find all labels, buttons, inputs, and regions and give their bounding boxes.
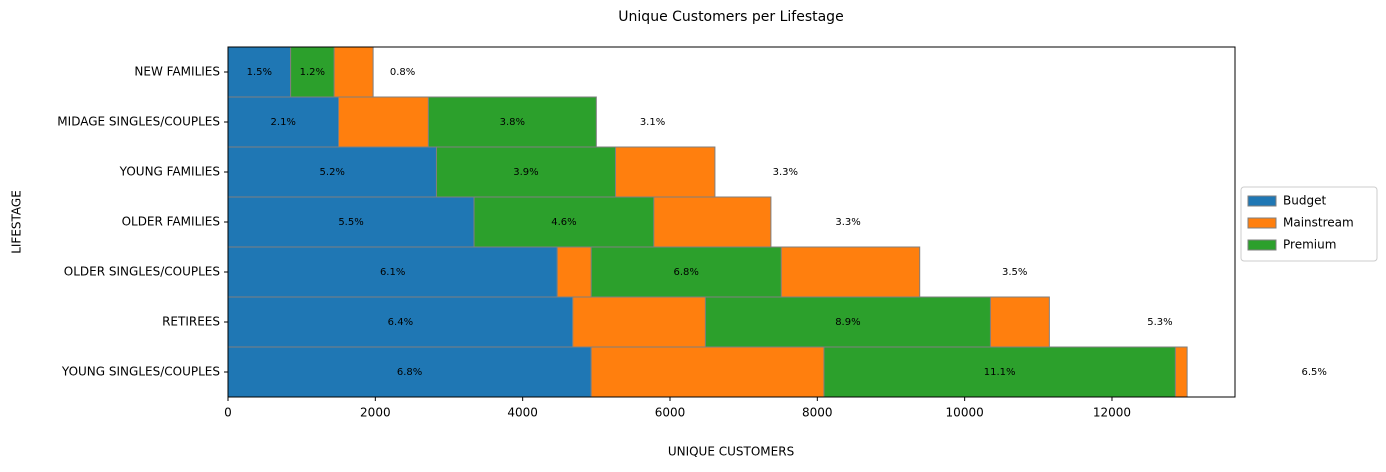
bar [227, 346, 592, 398]
annotation: 3.9% [513, 167, 538, 178]
x-tick-label: 8000 [802, 406, 833, 420]
legend-label: Budget [1283, 194, 1326, 208]
y-tick-label: YOUNG SINGLES/COUPLES [61, 365, 220, 379]
y-tick-label: YOUNG FAMILIES [119, 165, 220, 179]
x-tick-label: 4000 [507, 406, 538, 420]
bar [290, 46, 335, 98]
annotation: 3.3% [835, 217, 860, 228]
y-tick-label: OLDER SINGLES/COUPLES [64, 265, 220, 279]
annotation: 5.5% [338, 217, 363, 228]
annotation: 5.2% [320, 167, 345, 178]
annotation: 6.8% [397, 367, 422, 378]
chart-title: Unique Customers per Lifestage [618, 9, 843, 25]
bar [473, 196, 655, 248]
legend-swatch [1247, 239, 1277, 251]
annotation: 6.8% [673, 267, 698, 278]
x-tick-label: 10000 [946, 406, 984, 420]
annotation: 6.1% [380, 267, 405, 278]
x-tick-label: 0 [224, 406, 232, 420]
x-tick-label: 12000 [1093, 406, 1131, 420]
legend-label: Premium [1283, 238, 1336, 252]
y-tick-label: RETIREES [162, 315, 220, 329]
annotation: 8.9% [835, 317, 860, 328]
legend-label: Mainstream [1283, 216, 1354, 230]
annotation: 3.5% [1002, 267, 1027, 278]
bar [227, 146, 437, 198]
annotation: 4.6% [551, 217, 576, 228]
bar [227, 246, 558, 298]
y-axis-label: LIFESTAGE [10, 190, 24, 254]
annotation: 6.5% [1302, 367, 1327, 378]
annotation: 5.3% [1147, 317, 1172, 328]
y-tick-label: OLDER FAMILIES [122, 215, 220, 229]
annotation: 2.1% [271, 117, 296, 128]
bar [590, 246, 782, 298]
x-axis-label: UNIQUE CUSTOMERS [668, 445, 794, 459]
legend-swatch [1247, 195, 1277, 207]
annotation: 0.8% [390, 67, 415, 78]
x-tick-label: 2000 [360, 406, 391, 420]
annotation: 6.4% [388, 317, 413, 328]
x-tick-label: 6000 [655, 406, 686, 420]
y-tick-label: MIDAGE SINGLES/COUPLES [57, 115, 220, 129]
bar [823, 346, 1176, 398]
annotation: 3.8% [500, 117, 525, 128]
bar [704, 296, 991, 348]
plot-frame [227, 46, 1236, 398]
y-tick-label: NEW FAMILIES [134, 65, 220, 79]
legend-swatch [1247, 217, 1277, 229]
annotation: 3.3% [773, 167, 798, 178]
bar [427, 96, 597, 148]
annotation: 1.5% [247, 67, 272, 78]
annotation: 1.2% [300, 67, 325, 78]
annotation: 11.1% [984, 367, 1016, 378]
annotation: 3.1% [640, 117, 665, 128]
